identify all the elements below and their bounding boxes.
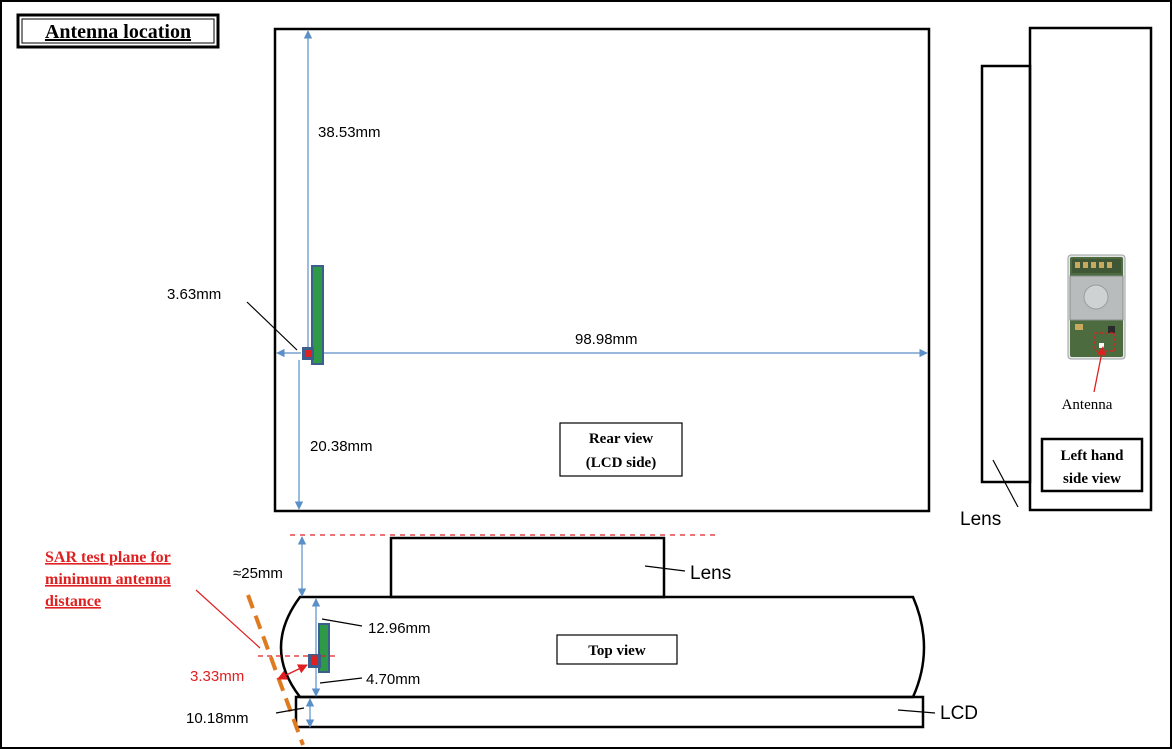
top-view-label-box <box>556 634 678 665</box>
sar-note-line3: distance <box>45 593 101 610</box>
top-view-label: Top view <box>588 643 646 659</box>
side-view-label-line2: side view <box>1063 471 1121 487</box>
top-lens-label: Lens <box>690 563 731 584</box>
sar-note-leader <box>195 589 261 649</box>
top-antenna-module <box>318 623 330 673</box>
top-bottom-dimension: 10.18mm <box>186 710 249 727</box>
antenna-module-photo <box>1067 254 1126 360</box>
rear-left-dimension: 3.63mm <box>167 286 221 303</box>
rear-bottom-dimension: 20.38mm <box>310 438 373 455</box>
side-view-label-box <box>1040 437 1144 493</box>
antenna-label: Antenna <box>1062 397 1113 413</box>
page-title: Antenna location <box>45 21 191 43</box>
top-bottom-leader <box>275 707 305 714</box>
rear-top-dimension: 38.53mm <box>318 124 381 141</box>
rear-antenna-feed-point <box>305 350 311 357</box>
lcd-leader <box>897 709 936 714</box>
top-upper-dimension: 12.96mm <box>368 620 431 637</box>
rear-antenna-module <box>311 265 324 365</box>
rear-right-dimension: 98.98mm <box>575 331 638 348</box>
rear-view-label-box <box>559 422 683 477</box>
rear-view-label-line1: Rear view <box>589 431 653 447</box>
antenna-pointer-arrow <box>1093 346 1106 393</box>
rear-left-leader <box>246 301 298 351</box>
sar-test-plane <box>246 594 305 746</box>
top-antenna-feed-point <box>311 657 318 665</box>
sar-note-line2: minimum antenna <box>45 571 171 588</box>
sar-note: SAR test plane for minimum antenna dista… <box>45 549 171 610</box>
side-lens-label: Lens <box>960 509 1001 530</box>
sar-distance-arrow <box>277 664 308 680</box>
side-lens-leader <box>992 459 1019 508</box>
side-view-label-line1: Left hand <box>1061 448 1125 464</box>
title-box: Antenna location <box>16 13 220 49</box>
sar-distance-dimension: 3.33mm <box>190 668 244 685</box>
side-view-body-outline <box>1028 26 1153 512</box>
rear-view-outline <box>273 27 931 513</box>
sar-note-line1: SAR test plane for <box>45 549 171 566</box>
top-lens-leader <box>644 565 686 572</box>
top-lower-dimension: 4.70mm <box>366 671 420 688</box>
lcd-label: LCD <box>940 703 978 724</box>
top-upper-leader <box>321 618 363 627</box>
top-lower-leader <box>319 677 363 684</box>
rear-view-label-line2: (LCD side) <box>586 455 656 471</box>
top-gap-dimension: ≈25mm <box>233 565 283 582</box>
